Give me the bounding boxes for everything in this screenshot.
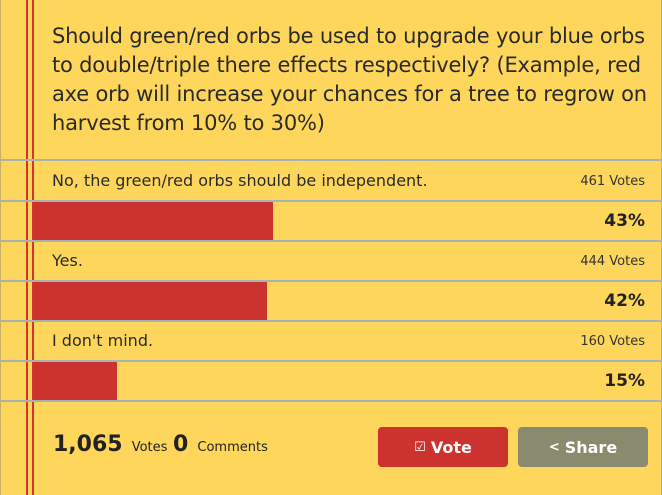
option-percent: 42%: [604, 291, 645, 311]
poll-question: Should green/red orbs be used to upgrade…: [52, 24, 647, 135]
option-percent: 43%: [604, 211, 645, 231]
option-label: I don't mind.: [52, 331, 154, 350]
divider: [1, 360, 662, 362]
option-bar: [34, 202, 273, 240]
comments[interactable]: 0 Comments: [173, 432, 268, 457]
total-votes: 1,065 Votes: [53, 432, 167, 457]
comments-label: Comments: [197, 440, 268, 455]
margin-line-right: [32, 0, 34, 495]
share-icon: <: [548, 439, 560, 455]
option-votes: 444 Votes: [580, 254, 645, 269]
option-bar: [34, 282, 267, 320]
divider: [1, 280, 662, 282]
share-button-label: Share: [564, 437, 618, 457]
divider: [1, 240, 662, 242]
option-percent: 15%: [604, 371, 645, 391]
option-bar: [34, 362, 117, 400]
divider: [1, 400, 662, 402]
comments-count: 0: [173, 432, 189, 457]
divider: [1, 200, 662, 202]
checkmark-icon: ☑: [414, 439, 426, 455]
share-button[interactable]: < Share: [518, 427, 648, 467]
margin-line-left: [26, 0, 28, 495]
divider: [1, 159, 662, 161]
vote-button[interactable]: ☑ Vote: [378, 427, 508, 467]
option-votes: 160 Votes: [580, 334, 645, 349]
total-votes-count: 1,065: [53, 432, 123, 457]
divider: [1, 320, 662, 322]
total-votes-label: Votes: [131, 440, 168, 455]
option-votes: 461 Votes: [580, 174, 645, 189]
option-label: Yes.: [52, 251, 83, 270]
vote-button-label: Vote: [430, 437, 472, 457]
option-label: No, the green/red orbs should be indepen…: [52, 171, 428, 190]
